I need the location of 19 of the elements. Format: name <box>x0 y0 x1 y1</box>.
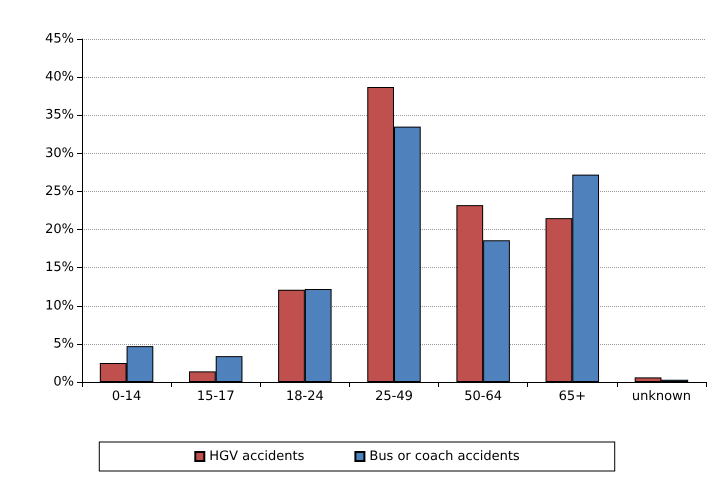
x-tick-label: 25-49 <box>375 389 413 404</box>
legend-label: Bus or coach accidents <box>369 449 520 464</box>
y-tick-label: 0% <box>53 374 74 390</box>
x-tick-label: 65+ <box>558 389 586 404</box>
y-tick-label: 25% <box>45 184 74 199</box>
x-tick-label: 18-24 <box>286 389 324 404</box>
y-tick-label: 35% <box>45 108 74 123</box>
x-tick-label: 50-64 <box>464 389 502 404</box>
y-tick-label: 10% <box>45 298 74 314</box>
x-tick-label: 15-17 <box>196 389 235 404</box>
y-tick-label: 40% <box>45 70 74 85</box>
y-tick-label: 45% <box>45 32 74 46</box>
y-tick-label: 15% <box>45 260 74 276</box>
x-tick-label: unknown <box>632 389 691 404</box>
y-tick-label: 20% <box>45 222 74 238</box>
x-tick-label: 0-14 <box>112 389 142 404</box>
y-tick-label: 5% <box>53 336 74 352</box>
y-tick-label: 30% <box>45 146 74 161</box>
legend-label: HGV accidents <box>209 449 305 464</box>
